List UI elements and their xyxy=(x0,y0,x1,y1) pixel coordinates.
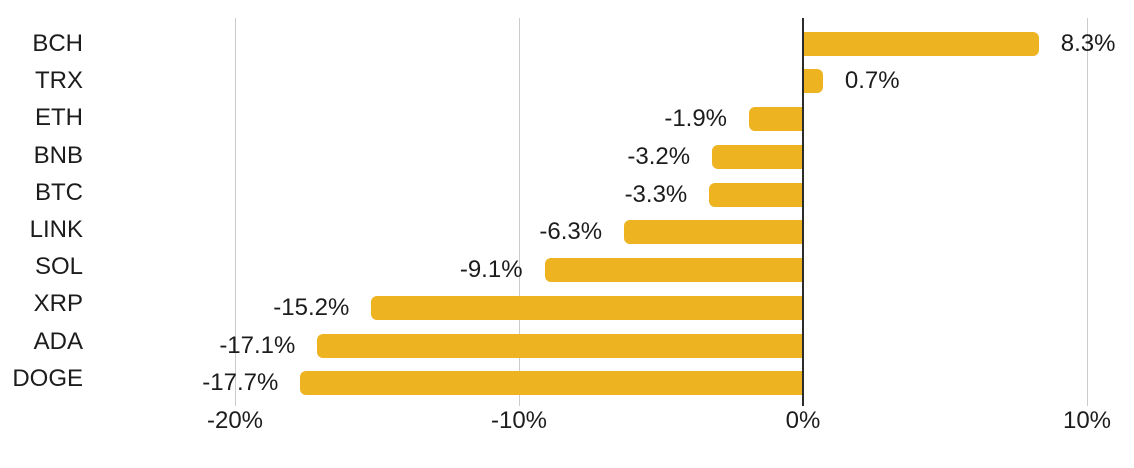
bar xyxy=(803,69,823,94)
category-label: ADA xyxy=(33,327,83,355)
bar xyxy=(317,333,803,358)
bar xyxy=(709,182,803,207)
bar-value-label: -15.2% xyxy=(273,293,350,321)
x-axis-label: -10% xyxy=(490,407,548,434)
axis-tick xyxy=(519,395,520,406)
bar-value-label: -1.9% xyxy=(664,105,728,133)
bar xyxy=(544,258,803,283)
category-label: BCH xyxy=(32,30,83,57)
category-label: BTC xyxy=(35,178,83,206)
category-label: XRP xyxy=(33,290,83,318)
bar-value-label: 8.3% xyxy=(1060,29,1116,57)
bar-value-label: -17.1% xyxy=(219,331,296,359)
bar xyxy=(803,31,1039,56)
category-label: LINK xyxy=(29,216,83,243)
zero-baseline xyxy=(802,18,804,406)
gridline xyxy=(519,18,520,395)
gridline xyxy=(235,18,236,395)
bar-value-label: -6.3% xyxy=(539,218,603,246)
bar-value-label: -17.7% xyxy=(202,369,279,397)
bar xyxy=(300,371,803,396)
category-label: DOGE xyxy=(12,364,83,392)
bar-value-label: -3.2% xyxy=(627,142,691,170)
bar-value-label: 0.7% xyxy=(844,67,900,95)
gridline xyxy=(1087,18,1088,395)
x-axis-label: 10% xyxy=(1062,407,1112,434)
category-label: BNB xyxy=(33,141,83,169)
category-label: SOL xyxy=(34,253,83,281)
bar xyxy=(371,295,803,320)
bar-value-label: -9.1% xyxy=(459,256,523,284)
x-axis-label: -20% xyxy=(206,407,264,434)
axis-tick xyxy=(1087,395,1088,406)
category-label: ETH xyxy=(35,104,83,132)
category-label: TRX xyxy=(35,67,83,95)
bar xyxy=(749,107,803,132)
bar xyxy=(712,144,803,169)
x-axis-label: 0% xyxy=(785,407,821,434)
axis-tick xyxy=(235,395,236,406)
bar-value-label: -3.3% xyxy=(624,180,688,208)
bar xyxy=(624,220,803,245)
